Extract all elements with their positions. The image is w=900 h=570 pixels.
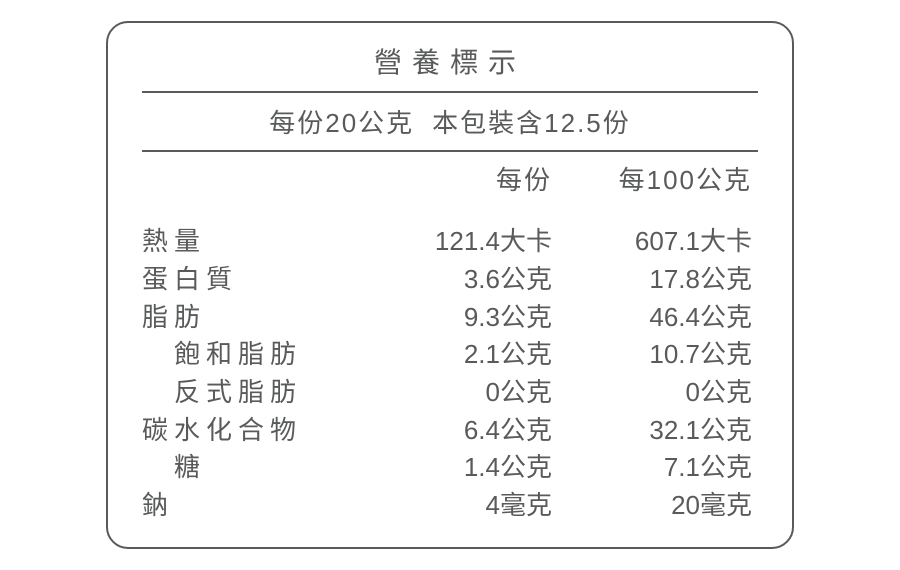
- serving-size: 每份20公克: [269, 108, 414, 138]
- row-per-serving: 9.3公克: [362, 299, 552, 337]
- table-row: 飽和脂肪 2.1公克 10.7公克: [142, 336, 758, 374]
- table-row: 蛋白質 3.6公克 17.8公克: [142, 261, 758, 299]
- row-label: 碳水化合物: [142, 412, 362, 450]
- row-label: 熱量: [142, 223, 362, 261]
- nutrition-rows: 熱量 121.4大卡 607.1大卡 蛋白質 3.6公克 17.8公克 脂肪 9…: [142, 201, 758, 525]
- table-row: 脂肪 9.3公克 46.4公克: [142, 299, 758, 337]
- row-label: 脂肪: [142, 299, 362, 337]
- row-per-100g: 20毫克: [552, 487, 752, 525]
- row-label: 飽和脂肪: [142, 336, 362, 374]
- row-per-serving: 4毫克: [362, 487, 552, 525]
- header-per-serving: 每份: [362, 160, 552, 197]
- row-per-serving: 1.4公克: [362, 449, 552, 487]
- row-label: 鈉: [142, 487, 362, 525]
- row-per-100g: 0公克: [552, 374, 752, 412]
- row-per-serving: 6.4公克: [362, 412, 552, 450]
- column-headers: 每份 每100公克: [142, 152, 758, 201]
- panel-title: 營養標示: [142, 41, 758, 91]
- header-per-100g: 每100公克: [552, 160, 752, 197]
- row-per-100g: 607.1大卡: [552, 223, 752, 261]
- row-per-serving: 2.1公克: [362, 336, 552, 374]
- row-label: 蛋白質: [142, 261, 362, 299]
- table-row: 鈉 4毫克 20毫克: [142, 487, 758, 525]
- nutrition-facts-panel: 營養標示 每份20公克本包裝含12.5份 每份 每100公克 熱量 121.4大…: [106, 21, 794, 549]
- row-per-serving: 121.4大卡: [362, 223, 552, 261]
- row-per-100g: 7.1公克: [552, 449, 752, 487]
- table-row: 糖 1.4公克 7.1公克: [142, 449, 758, 487]
- table-row: 碳水化合物 6.4公克 32.1公克: [142, 412, 758, 450]
- row-per-100g: 32.1公克: [552, 412, 752, 450]
- header-empty: [142, 160, 362, 197]
- serving-info: 每份20公克本包裝含12.5份: [142, 93, 758, 150]
- row-per-100g: 46.4公克: [552, 299, 752, 337]
- table-row: 反式脂肪 0公克 0公克: [142, 374, 758, 412]
- servings-per-package: 本包裝含12.5份: [432, 108, 631, 138]
- row-label: 糖: [142, 449, 362, 487]
- row-per-serving: 0公克: [362, 374, 552, 412]
- row-per-100g: 10.7公克: [552, 336, 752, 374]
- row-per-serving: 3.6公克: [362, 261, 552, 299]
- row-label: 反式脂肪: [142, 374, 362, 412]
- row-per-100g: 17.8公克: [552, 261, 752, 299]
- table-row: 熱量 121.4大卡 607.1大卡: [142, 223, 758, 261]
